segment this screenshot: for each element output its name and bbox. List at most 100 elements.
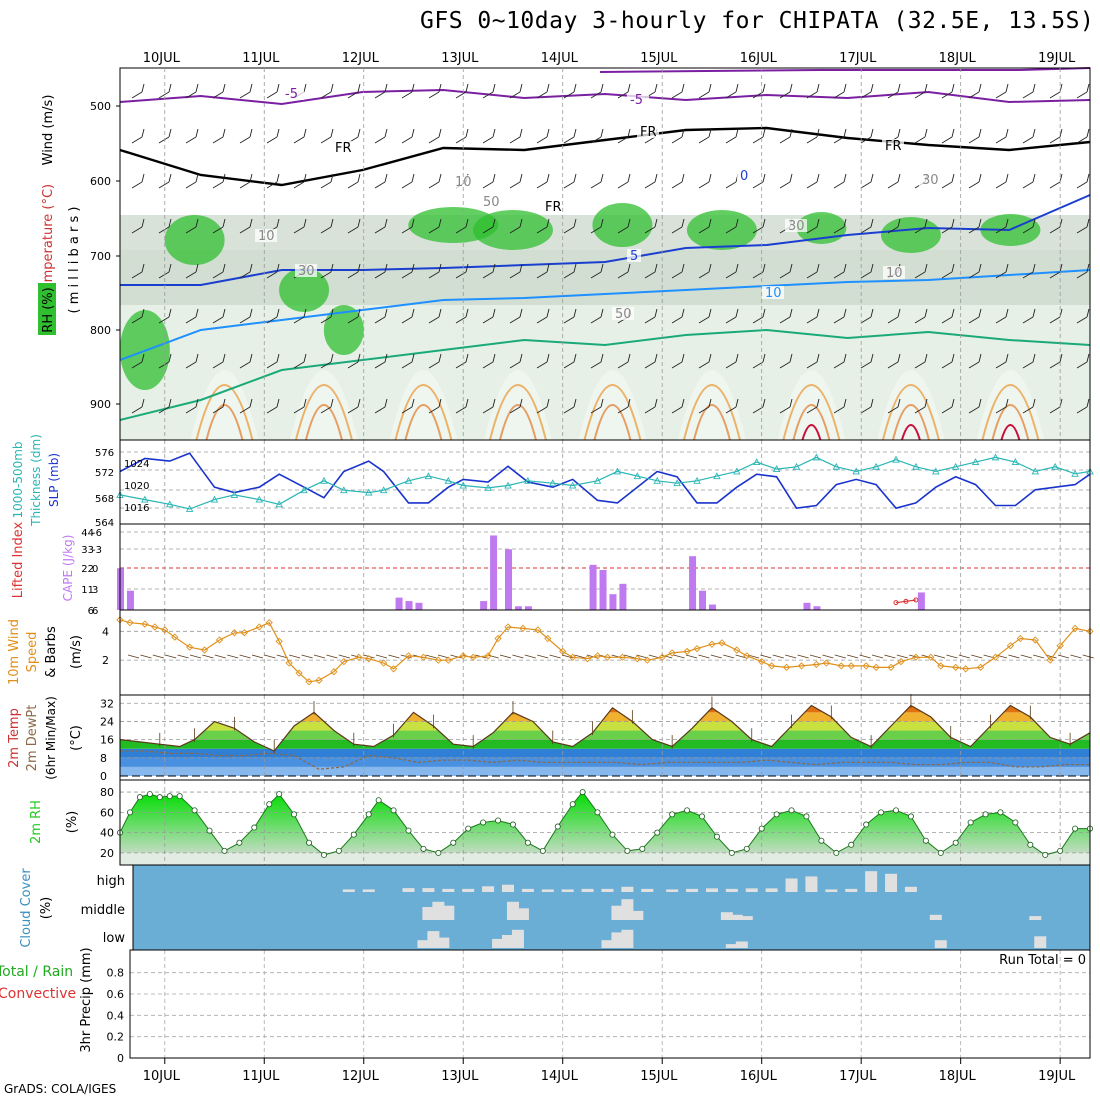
rh-point [176,793,183,800]
wind-barb-flag [249,173,253,183]
wind-barb-10m [165,654,177,659]
wind-barb-flag [141,398,145,408]
ylabel-wind-units: (m/s) [69,635,84,669]
wind-barb [131,271,143,279]
rh-point [937,849,944,856]
thickness-tick-label: 576 [95,448,114,459]
wind-barb [158,271,170,279]
contour-label-bg [919,173,941,186]
wind-barb-flag [141,218,145,228]
rh-point [758,825,765,832]
cape-bar [405,601,413,610]
wind-barb [833,271,845,279]
cloud-bar [442,905,455,920]
wind-barb-flag [654,263,658,273]
ylabel-min-max: (6hr Min/Max) [44,696,58,780]
wind-barb [590,136,602,144]
cloud-bar [402,888,415,892]
date-label-top: 16JUL [740,51,778,66]
wind-speed-point [315,676,323,684]
cape-bar [490,535,498,610]
date-label-bottom: 10JUL [143,1069,181,1084]
wind-barb [374,361,386,369]
wind-barb [644,406,656,414]
wind-barb [320,316,332,324]
wind-barb-flag [708,263,712,273]
wind-barb-flag [816,308,820,318]
dry-plume-shade [289,370,358,440]
wind-barb-flag [1032,263,1036,273]
wind-speed-point [583,655,592,663]
wind-barb-flag [222,173,226,183]
wind-barb [914,226,926,234]
wind-speed-point [295,669,303,677]
wind-barb-flag [951,128,955,138]
wind-barb [563,406,575,414]
cloud-bar [611,932,624,948]
wind-speed-point [797,662,806,670]
contour-label-bg [627,93,649,106]
wind-barb [779,136,791,144]
isotherm-15-plume [682,384,741,441]
wind-barb-10m [1033,654,1045,659]
ylabel-total-rain: Total / Rain [0,964,73,980]
wind-barb [563,91,575,99]
wind-barb [239,91,251,99]
wind-barb [158,226,170,234]
wind-barb-flag [465,83,469,93]
wind-barb [401,91,413,99]
wind-barb-flag [438,218,442,228]
rh-legend-swatch [38,283,56,335]
ylabel-thickness-1: 1000-500mb [11,441,25,518]
contour-label-bg [480,195,502,208]
wind-barb [212,361,224,369]
thickness-point [772,465,781,473]
thickness-point [812,453,821,461]
wind-barb [833,136,845,144]
rh-point [126,809,133,816]
wind-barb [158,316,170,324]
cloud-bar [705,888,718,892]
lifted-index-tick-label: 6 [92,606,98,617]
rh-point [818,837,825,844]
contour-label: 10 [765,286,782,301]
thickness-tick-label: 568 [95,494,114,505]
isotherm-20-plume [593,404,632,441]
contour-label-bg [332,141,354,154]
wind-barb-10m [884,654,896,659]
date-label-top: 14JUL [541,51,579,66]
wind-barb [617,271,629,279]
wind-barb-flag [654,218,658,228]
wind-barb [725,136,737,144]
wind-barb-10m [450,654,462,659]
wind-barb-flag [357,173,361,183]
wind-barb-flag [195,128,199,138]
wind-barb-flag [735,128,739,138]
wind-barb [671,361,683,369]
wind-barb-flag [708,83,712,93]
ylabel-cape: CAPE (J/kg) [61,535,75,602]
wind-barb-10m [140,654,152,659]
pressure-tick-label: 700 [90,250,111,263]
wind-barb-flag [411,218,415,228]
wind-barb-flag [789,263,793,273]
wind-barb [563,361,575,369]
ylabel-lifted-index: Lifted Index [11,521,26,598]
wind-barb-flag [465,128,469,138]
wind-barb-flag [843,218,847,228]
wind-barb [941,316,953,324]
cape-bar [514,606,522,610]
wind-barb-10m [227,654,239,659]
wind-barb-10m [648,654,660,659]
wind-barb [644,226,656,234]
wind-speed-point [330,668,338,676]
date-label-top: 19JUL [1038,51,1076,66]
ylabel-thickness-2: Thickness (dm) [29,434,43,527]
wind-frame [119,609,1091,696]
wind-barb-flag [573,398,577,408]
wind-barb-flag [519,128,523,138]
wind-barb [1076,271,1088,279]
wind-barb-flag [843,398,847,408]
wind-barb-flag [546,173,550,183]
wind-barb-flag [600,398,604,408]
